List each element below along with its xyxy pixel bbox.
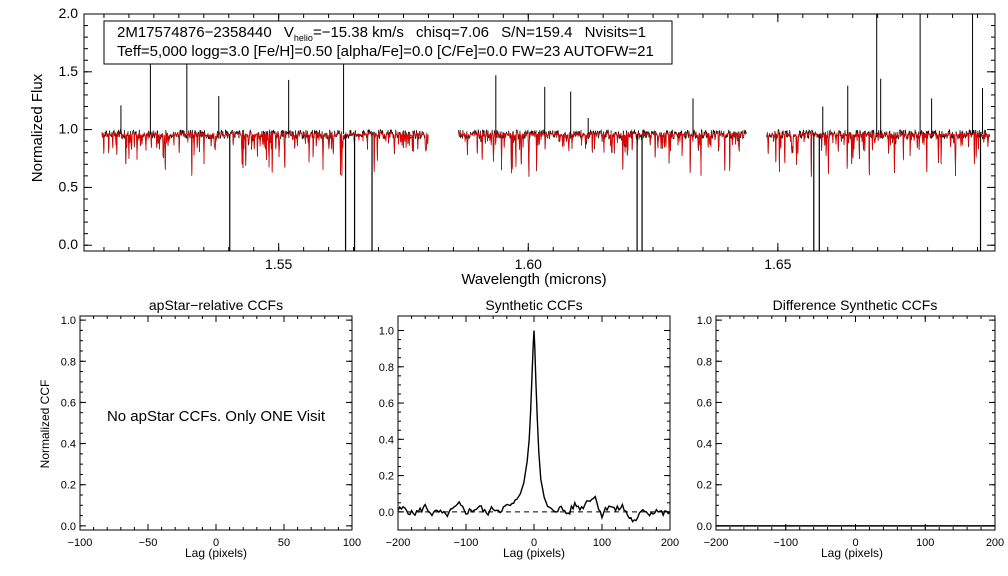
synthetic-ccf-title: Synthetic CCFs xyxy=(485,297,582,313)
x-tick-label: 1.60 xyxy=(515,256,542,272)
x-tick-label: −100 xyxy=(454,537,479,549)
spectrum-legend: 2M17574876−2358440 Vhelio=−15.38 km/s ch… xyxy=(103,20,673,65)
x-tick-label: 50 xyxy=(278,537,290,549)
y-tick-label: 0.6 xyxy=(697,397,712,409)
y-tick-label: 0.2 xyxy=(697,480,712,492)
apstar-ccf-title: apStar−relative CCFs xyxy=(149,297,283,313)
difference-ccf-xlabel: Lag (pixels) xyxy=(821,546,883,560)
y-tick-label: 0.2 xyxy=(379,471,394,483)
x-tick-label: 0 xyxy=(213,537,219,549)
x-tick-label: −50 xyxy=(139,537,158,549)
legend-star-id: 2M17574876−2358440 xyxy=(117,24,272,41)
synthetic-ccf-xlabel: Lag (pixels) xyxy=(503,546,565,560)
y-tick-label: 0.4 xyxy=(697,439,712,451)
x-tick-label: −100 xyxy=(773,537,798,549)
spectrum-ylabel: Normalized Flux xyxy=(29,73,46,182)
x-tick-label: −200 xyxy=(386,537,411,549)
legend-sn: S/N=159.4 xyxy=(501,24,572,41)
y-tick-label: 0.0 xyxy=(59,236,79,252)
model-spectrum-line xyxy=(766,130,991,175)
apstar-ccf-panel: −100 −50 0 50 100 0.0 0.2 0.4 0.6 0.8 1.0 apStar−r… xyxy=(38,297,361,560)
y-tick-label: 0.0 xyxy=(697,521,712,533)
y-tick-label: 1.0 xyxy=(697,315,712,327)
synthetic-ccf-series xyxy=(397,330,671,523)
model-spectrum-line xyxy=(458,130,747,175)
synthetic-ccf-panel: −200 −100 0 100 200 0.0 0.2 0.4 0.6 0.8 1.0 Synthe… xyxy=(379,297,679,560)
apstar-ccf-ticks: −100 −50 0 50 100 0.0 0.2 0.4 0.6 0.8 1.0 xyxy=(61,315,361,549)
y-tick-label: 0.4 xyxy=(61,439,76,451)
model-spectrum-line xyxy=(101,131,429,175)
difference-ccf-panel: −200 −100 0 100 200 0.0 0.2 0.4 0.6 0.8 1.0 Differ… xyxy=(697,297,1004,560)
apstar-ccf-ylabel: Normalized CCF xyxy=(38,380,52,469)
y-tick-label: 1.0 xyxy=(379,326,394,338)
legend-vhelio-value: =−15.38 km/s xyxy=(313,24,404,41)
y-tick-label: 0.8 xyxy=(697,356,712,368)
spectrum-series xyxy=(101,14,991,251)
spectrum-axes-frame xyxy=(83,13,996,252)
y-tick-label: 0.0 xyxy=(379,507,394,519)
y-tick-label: 0.6 xyxy=(61,397,76,409)
y-tick-label: 1.0 xyxy=(61,315,76,327)
x-tick-label: 100 xyxy=(343,537,361,549)
apstar-ccf-xlabel: Lag (pixels) xyxy=(185,546,247,560)
y-tick-label: 2.0 xyxy=(59,5,79,21)
y-tick-label: 1.5 xyxy=(59,63,79,79)
x-tick-label: 1.65 xyxy=(764,256,791,272)
legend-params: Teff=5,000 logg=3.0 [Fe/H]=0.50 [alpha/F… xyxy=(117,43,654,60)
y-tick-label: 0.8 xyxy=(379,362,394,374)
spectrum-xlabel: Wavelength (microns) xyxy=(461,271,606,288)
y-tick-label: 0.6 xyxy=(379,398,394,410)
difference-ccf-ticks: −200 −100 0 100 200 0.0 0.2 0.4 0.6 0.8 1.0 xyxy=(697,315,1004,549)
spectrum-panel: 1.55 1.60 1.65 0.0 0.5 1.0 1.5 2.0 Wavelength (… xyxy=(29,5,996,288)
legend-vhelio-sub: helio xyxy=(294,33,313,43)
legend-vhelio-label: V xyxy=(284,24,294,41)
difference-ccf-title: Difference Synthetic CCFs xyxy=(773,297,938,313)
y-tick-label: 0.4 xyxy=(379,434,394,446)
legend-line-1: 2M17574876−2358440 Vhelio=−15.38 km/s ch… xyxy=(117,24,646,43)
x-tick-label: 200 xyxy=(661,537,679,549)
apstar-ccf-annotation: No apStar CCFs. Only ONE Visit xyxy=(107,408,326,425)
legend-nvisits: Nvisits=1 xyxy=(585,24,646,41)
x-tick-label: −100 xyxy=(68,537,93,549)
x-tick-label: −200 xyxy=(704,537,729,549)
x-tick-label: 200 xyxy=(986,537,1004,549)
spectrum-ticks: 1.55 1.60 1.65 0.0 0.5 1.0 1.5 2.0 xyxy=(59,5,995,272)
x-tick-label: 0 xyxy=(531,537,537,549)
y-tick-label: 1.0 xyxy=(59,121,79,137)
synthetic-ccf-line xyxy=(397,330,671,523)
y-tick-label: 0.0 xyxy=(61,521,76,533)
y-tick-label: 0.5 xyxy=(59,178,79,194)
y-tick-label: 0.2 xyxy=(61,480,76,492)
legend-box xyxy=(103,20,673,65)
y-tick-label: 0.8 xyxy=(61,356,76,368)
x-tick-label: 1.55 xyxy=(265,256,292,272)
synthetic-ccf-ticks: −200 −100 0 100 200 0.0 0.2 0.4 0.6 0.8 1.0 xyxy=(379,316,679,549)
x-tick-label: 100 xyxy=(916,537,934,549)
x-tick-label: 0 xyxy=(852,537,858,549)
x-tick-label: 100 xyxy=(593,537,611,549)
legend-chisq: chisq=7.06 xyxy=(416,24,489,41)
